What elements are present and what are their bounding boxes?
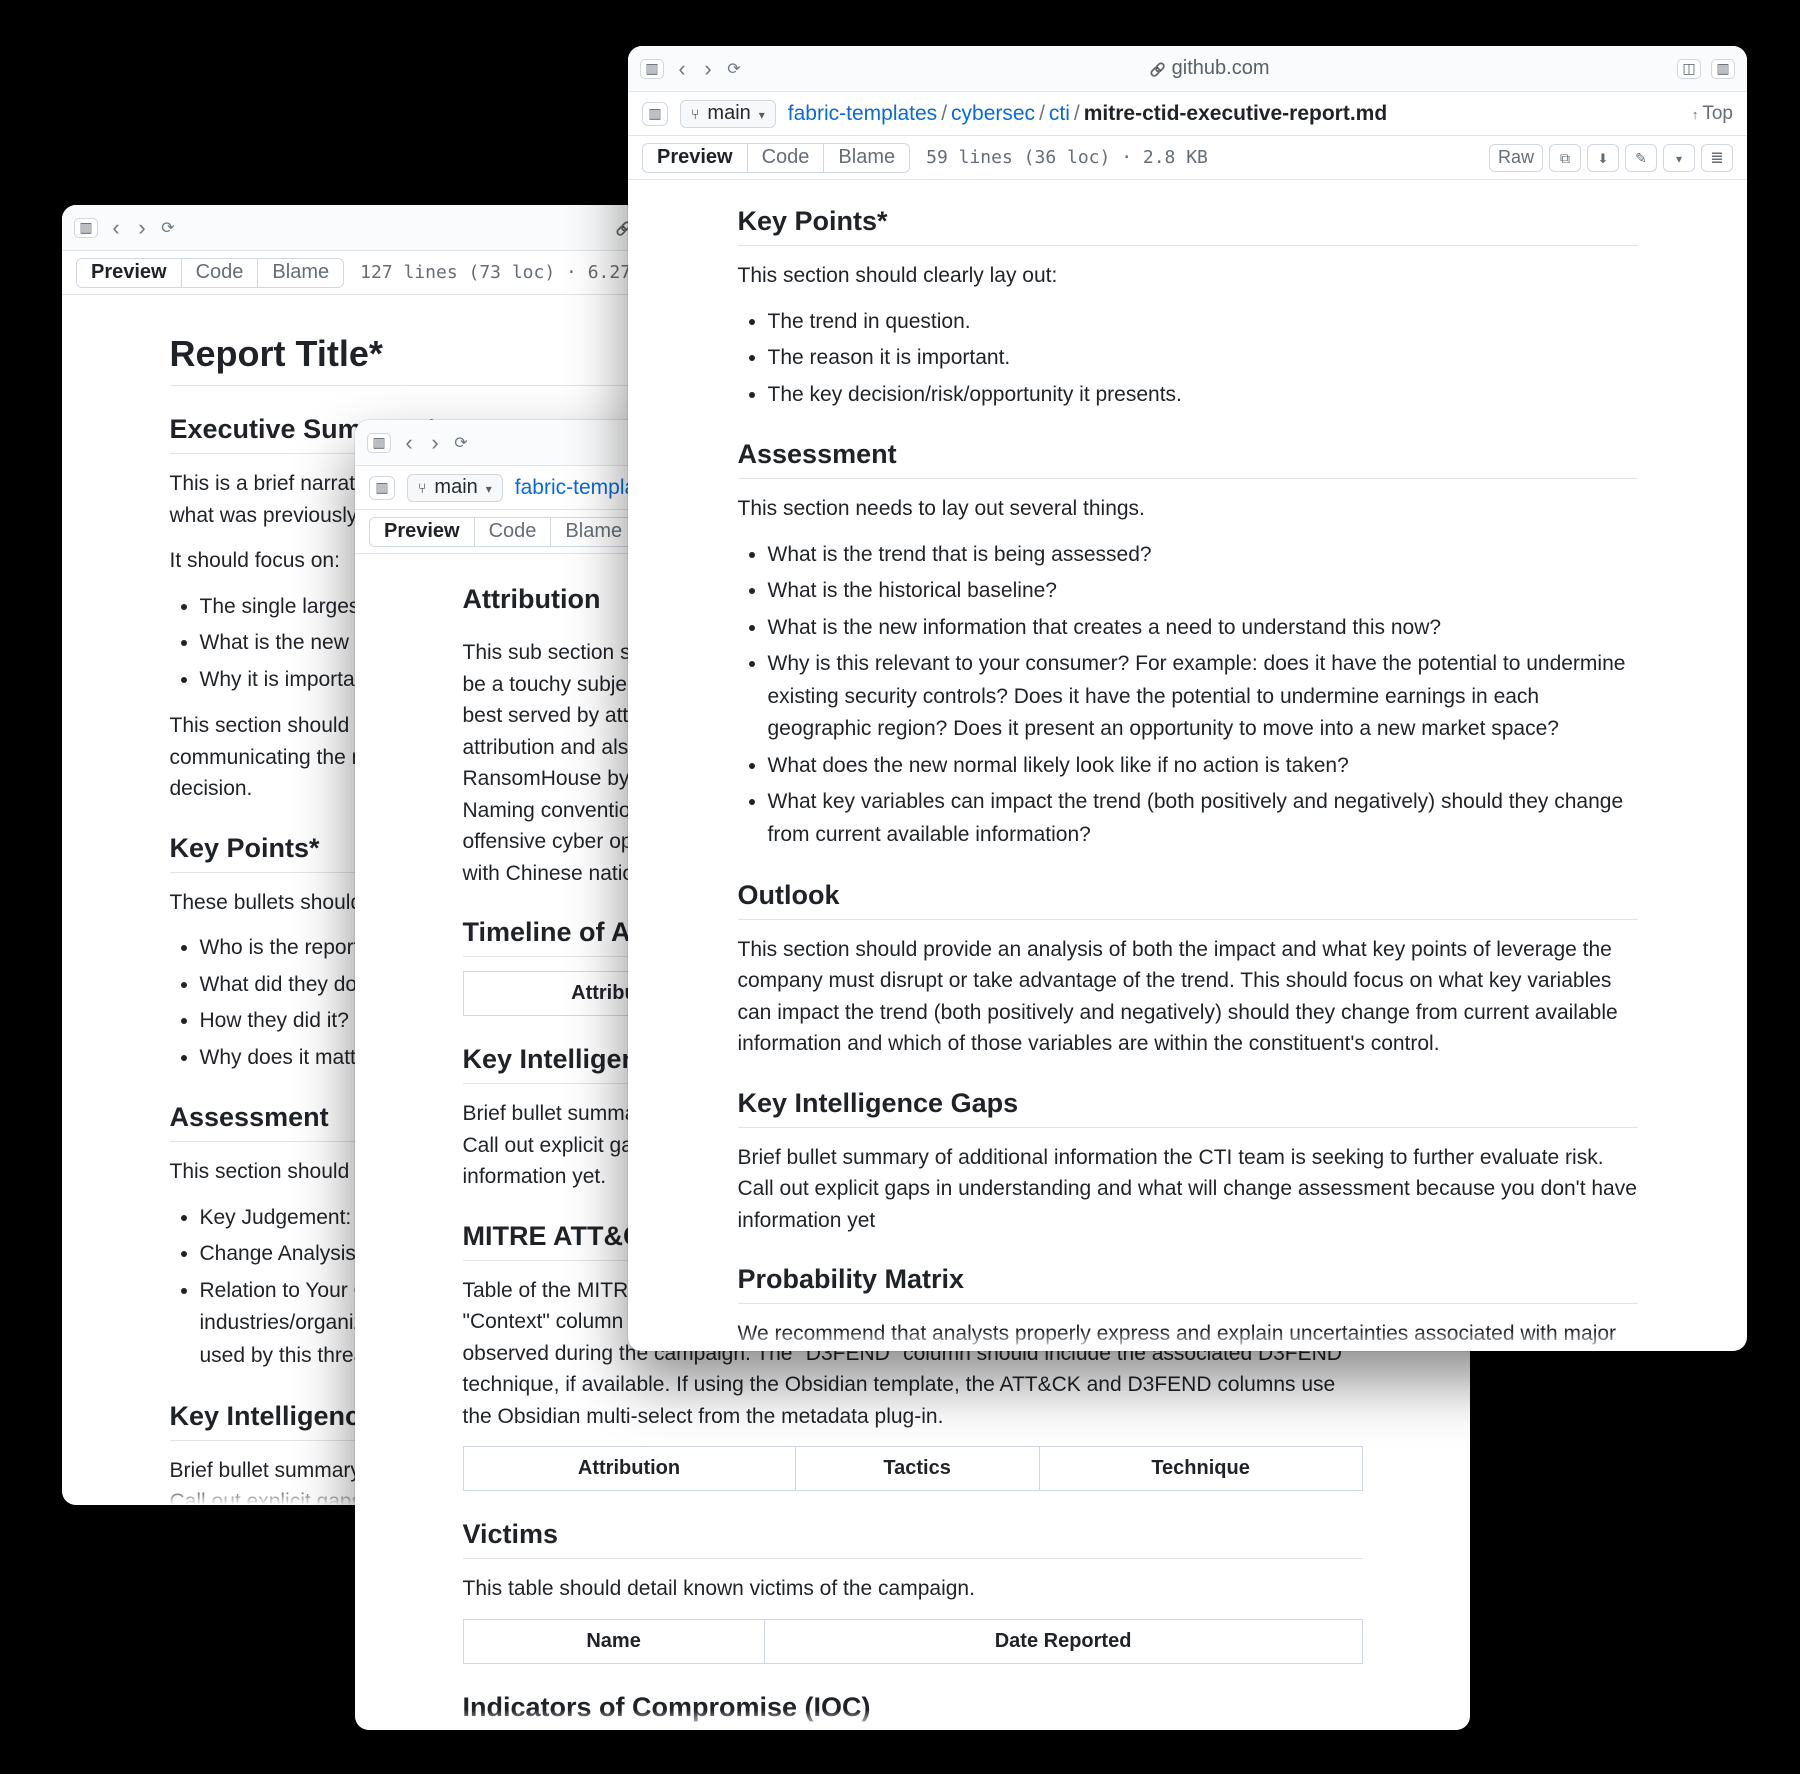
nav-forward-icon[interactable] xyxy=(427,435,443,451)
table-header: Technique xyxy=(1039,1447,1362,1491)
edit-menu-button[interactable] xyxy=(1663,144,1695,172)
breadcrumb-dir[interactable]: cybersec xyxy=(951,102,1035,125)
raw-button[interactable]: Raw xyxy=(1489,144,1543,172)
scroll-top-button[interactable]: Top xyxy=(1692,103,1733,125)
outlook-p: This section should provide an analysis … xyxy=(738,934,1638,1060)
file-header-row: main fabric-templates/cybersec/cti/mitre… xyxy=(628,92,1747,136)
view-tab-group: Preview Code Blame xyxy=(76,258,344,288)
url-display: github.com xyxy=(752,57,1667,80)
branch-icon xyxy=(691,102,699,125)
list-icon xyxy=(1710,147,1723,168)
window-split-icon[interactable] xyxy=(1711,59,1735,79)
tab-preview[interactable]: Preview xyxy=(370,518,474,546)
list-item: What is the new information that creates… xyxy=(768,612,1638,645)
outlook-heading: Outlook xyxy=(738,880,1638,920)
branch-selector[interactable]: main xyxy=(407,474,503,502)
arrow-up-icon xyxy=(1692,103,1699,125)
nav-back-icon[interactable] xyxy=(674,61,690,77)
breadcrumb-file: mitre-ctid-executive-report.md xyxy=(1084,102,1387,125)
copy-icon xyxy=(1560,147,1570,168)
tab-code[interactable]: Code xyxy=(747,144,824,172)
kig-p: Brief bullet summary of additional infor… xyxy=(738,1142,1638,1237)
table-header: Attribution xyxy=(463,1447,795,1491)
tab-code[interactable]: Code xyxy=(474,518,551,546)
key-points-list: The trend in question. The reason it is … xyxy=(738,306,1638,412)
branch-name: main xyxy=(434,476,477,499)
list-item: The reason it is important. xyxy=(768,342,1638,375)
view-tab-group: Preview Code Blame xyxy=(369,517,637,547)
sidebar-toggle-icon[interactable] xyxy=(367,433,391,453)
assessment-list: What is the trend that is being assessed… xyxy=(738,539,1638,852)
probability-heading: Probability Matrix xyxy=(738,1264,1638,1304)
kig-heading: Key Intelligence Gaps xyxy=(738,1088,1638,1128)
document-body: Key Points* This section should clearly … xyxy=(628,180,1747,1351)
table-header: Date Reported xyxy=(764,1619,1362,1663)
tab-blame[interactable]: Blame xyxy=(550,518,636,546)
tab-code[interactable]: Code xyxy=(181,259,258,287)
list-item: What is the trend that is being assessed… xyxy=(768,539,1638,572)
file-loc-info: 59 lines (36 loc) · 2.8 KB xyxy=(926,147,1208,168)
file-loc-info: 127 lines (73 loc) · 6.27 KB xyxy=(360,262,663,283)
nav-reload-icon[interactable] xyxy=(453,435,469,451)
tab-preview[interactable]: Preview xyxy=(643,144,747,172)
copy-button[interactable] xyxy=(1549,144,1581,172)
tab-blame[interactable]: Blame xyxy=(257,259,343,287)
view-tab-group: Preview Code Blame xyxy=(642,143,910,173)
link-icon xyxy=(1149,57,1165,80)
key-points-p: This section should clearly lay out: xyxy=(738,260,1638,292)
branch-icon xyxy=(418,476,426,499)
list-item: Why is this relevant to your consumer? F… xyxy=(768,648,1638,746)
key-points-heading: Key Points* xyxy=(738,206,1638,246)
nav-back-icon[interactable] xyxy=(401,435,417,451)
branch-name: main xyxy=(707,102,750,125)
window-split-icon[interactable] xyxy=(1677,59,1701,79)
chevron-down-icon xyxy=(759,102,765,125)
nav-reload-icon[interactable] xyxy=(726,61,742,77)
nav-forward-icon[interactable] xyxy=(134,220,150,236)
edit-button[interactable] xyxy=(1625,144,1657,172)
nav-reload-icon[interactable] xyxy=(160,220,176,236)
chrome-bar: github.com xyxy=(628,46,1747,92)
sidebar-toggle-icon[interactable] xyxy=(74,218,98,238)
nav-back-icon[interactable] xyxy=(108,220,124,236)
pencil-icon xyxy=(1635,147,1647,168)
outline-button[interactable] xyxy=(1701,144,1733,172)
list-item: What key variables can impact the trend … xyxy=(768,786,1638,851)
table-header: Name xyxy=(463,1619,764,1663)
assessment-p: This section needs to lay out several th… xyxy=(738,493,1638,525)
mitre-table: Attribution Tactics Technique xyxy=(463,1446,1363,1491)
download-button[interactable] xyxy=(1587,144,1619,172)
tab-preview[interactable]: Preview xyxy=(77,259,181,287)
list-item: What is the historical baseline? xyxy=(768,575,1638,608)
window-executive-report: github.com main fabric-templates/cyberse… xyxy=(628,46,1747,1351)
download-icon xyxy=(1598,147,1609,168)
victims-heading: Victims xyxy=(463,1519,1363,1559)
ioc-heading: Indicators of Compromise (IOC) xyxy=(463,1692,1363,1731)
list-item: The trend in question. xyxy=(768,306,1638,339)
list-item: What does the new normal likely look lik… xyxy=(768,750,1638,783)
nav-forward-icon[interactable] xyxy=(700,61,716,77)
list-item: The key decision/risk/opportunity it pre… xyxy=(768,379,1638,412)
files-tree-toggle-icon[interactable] xyxy=(642,102,668,126)
breadcrumb-dir[interactable]: cti xyxy=(1049,102,1070,125)
table-header: Tactics xyxy=(795,1447,1039,1491)
chevron-down-icon xyxy=(1676,147,1682,168)
breadcrumb-repo[interactable]: fabric-templates xyxy=(788,102,937,125)
tab-blame[interactable]: Blame xyxy=(823,144,909,172)
files-tree-toggle-icon[interactable] xyxy=(369,476,395,500)
chevron-down-icon xyxy=(486,476,492,499)
victims-p: This table should detail known victims o… xyxy=(463,1573,1363,1605)
assessment-heading: Assessment xyxy=(738,439,1638,479)
probability-p: We recommend that analysts properly expr… xyxy=(738,1318,1638,1351)
breadcrumb: fabric-templates/cybersec/cti/mitre-ctid… xyxy=(788,102,1387,126)
branch-selector[interactable]: main xyxy=(680,100,776,128)
file-tabs-row: Preview Code Blame 59 lines (36 loc) · 2… xyxy=(628,136,1747,180)
victims-table: Name Date Reported xyxy=(463,1619,1363,1664)
sidebar-toggle-icon[interactable] xyxy=(640,59,664,79)
